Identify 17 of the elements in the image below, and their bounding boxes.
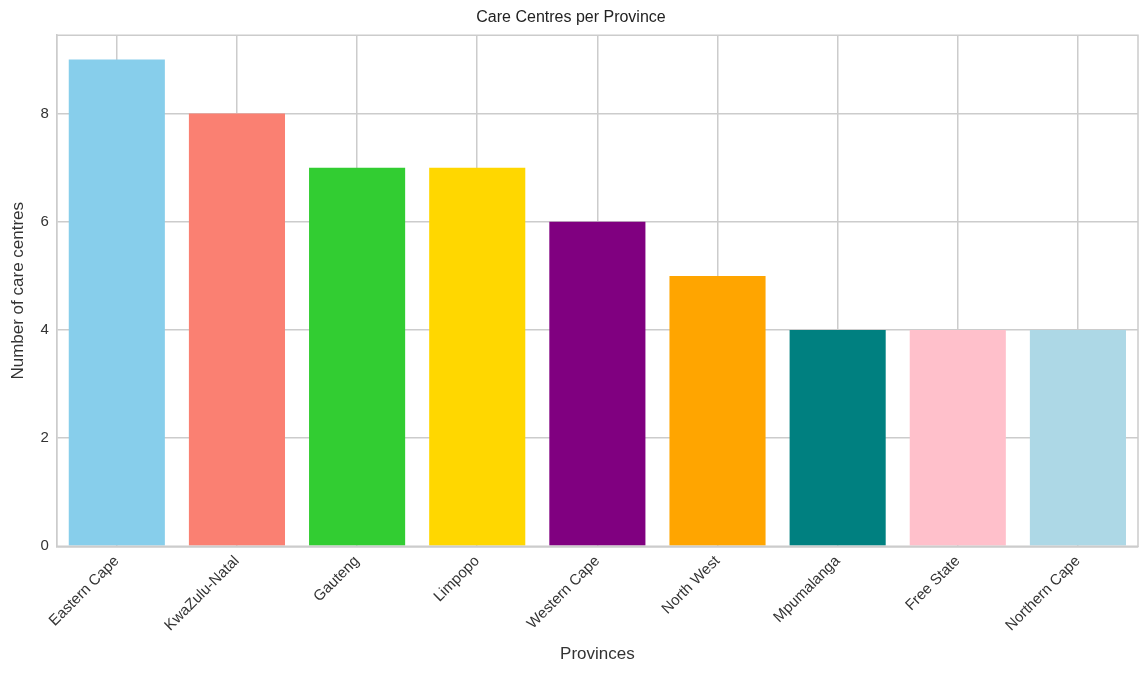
bar <box>68 59 165 546</box>
bar <box>188 113 286 546</box>
bar <box>789 329 886 546</box>
y-tick-label: 6 <box>40 211 49 229</box>
bar <box>1029 329 1126 546</box>
y-axis-title: Number of care centres <box>7 201 27 380</box>
x-axis-title: Provinces <box>560 644 635 664</box>
chart-title: Care Centres per Province <box>476 8 666 26</box>
bar <box>549 221 646 546</box>
y-tick-label: 8 <box>40 103 49 121</box>
y-tick-label: 4 <box>40 320 49 338</box>
y-tick-label: 0 <box>40 536 49 554</box>
y-tick-label: 2 <box>40 428 49 446</box>
bar <box>429 167 526 546</box>
bar <box>309 167 406 546</box>
bar <box>909 329 1006 546</box>
bar <box>669 275 766 546</box>
